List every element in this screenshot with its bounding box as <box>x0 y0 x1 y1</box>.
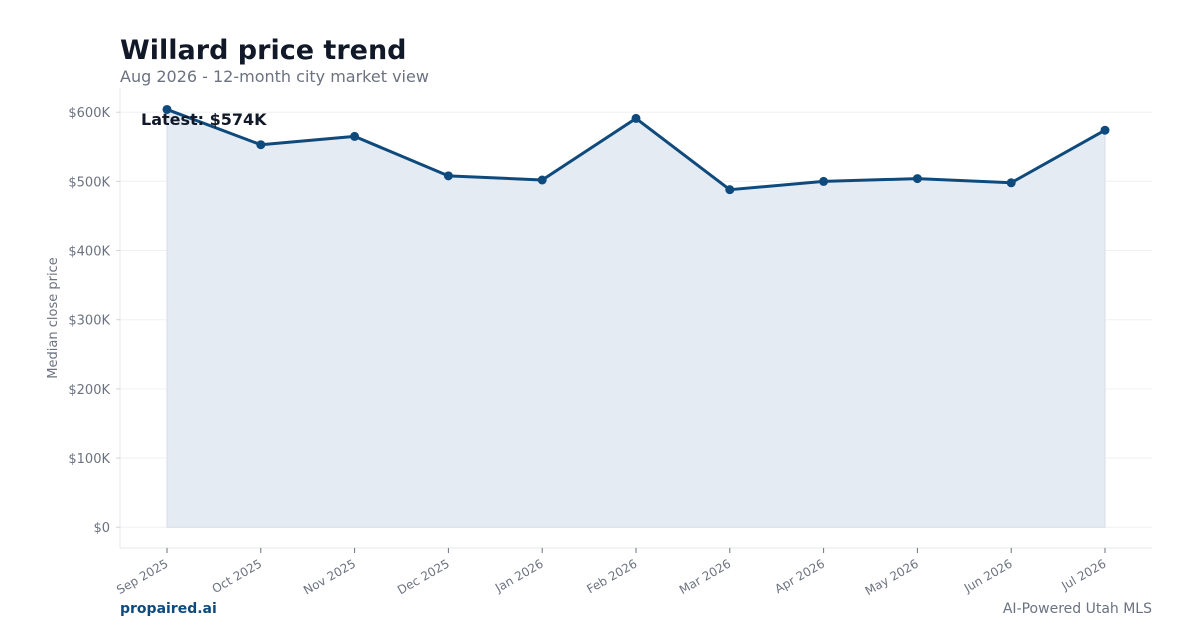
area-fill <box>166 108 1106 528</box>
latest-value-annotation: Latest: $574K <box>141 110 267 129</box>
x-tick-label: Jul 2026 <box>1058 556 1108 593</box>
x-tick-label: Nov 2025 <box>301 556 358 597</box>
data-point <box>1006 178 1016 188</box>
data-point <box>819 176 829 186</box>
y-tick-label: $600K <box>68 106 110 121</box>
x-tick-label: Jan 2026 <box>492 556 546 595</box>
data-point <box>631 113 641 123</box>
x-tick-label: Dec 2025 <box>395 556 452 597</box>
data-point <box>443 171 453 181</box>
x-tick-label: Oct 2025 <box>210 556 265 596</box>
x-tick-label: Jun 2026 <box>961 556 1015 595</box>
area-fill-layer <box>166 108 1106 528</box>
x-tick-label: Mar 2026 <box>677 556 733 597</box>
x-tick-label: Feb 2026 <box>584 556 639 596</box>
data-point <box>256 140 266 150</box>
y-tick-label: $400K <box>68 245 110 260</box>
chart-title: Willard price trend <box>120 35 407 66</box>
data-point <box>537 175 547 185</box>
data-point <box>350 131 360 141</box>
data-point <box>162 104 172 114</box>
data-points <box>162 104 1110 195</box>
y-tick-label: $300K <box>68 314 110 329</box>
chart-subtitle: Aug 2026 - 12-month city market view <box>120 67 429 86</box>
y-tick-label: $0 <box>93 521 110 536</box>
data-point <box>912 174 922 184</box>
data-point <box>1100 125 1110 135</box>
y-tick-label: $500K <box>68 175 110 190</box>
y-axis-label: Median close price <box>46 257 61 378</box>
footer-tagline: AI-Powered Utah MLS <box>1002 601 1152 617</box>
x-tick-label: May 2026 <box>863 556 921 598</box>
data-point <box>725 185 735 195</box>
x-axis-ticks: Sep 2025 Oct 2025 Nov 2025 Dec 2025 Jan 2026… <box>114 548 1109 598</box>
brand-logo-text: propaired.ai <box>120 601 217 617</box>
x-tick-label: Apr 2026 <box>772 556 827 596</box>
y-tick-label: $100K <box>68 452 110 467</box>
y-tick-label: $200K <box>68 383 110 398</box>
x-tick-label: Sep 2025 <box>114 556 170 597</box>
y-axis-ticks: $0 $100K $200K $300K $400K $500K $600K <box>68 106 120 536</box>
